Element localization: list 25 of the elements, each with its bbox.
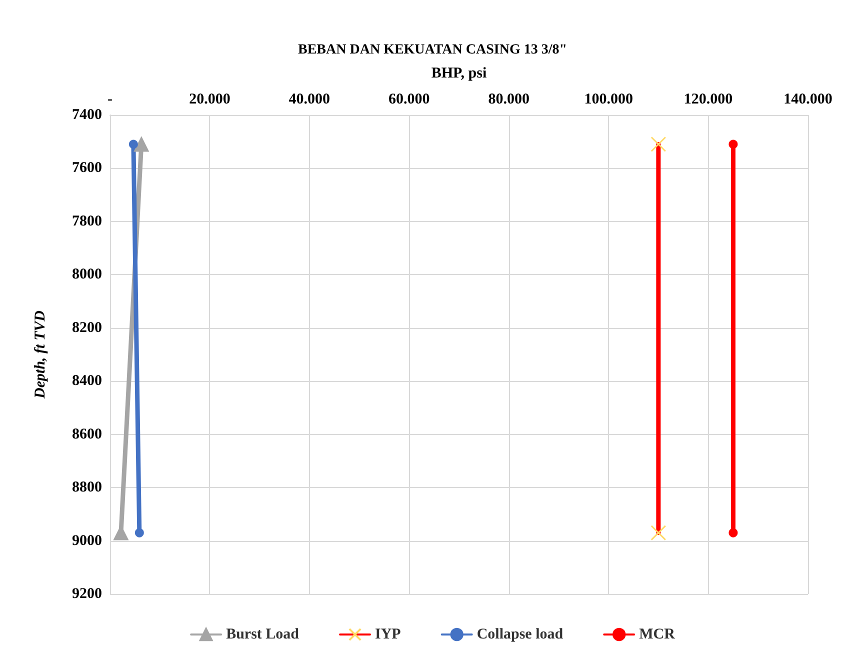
y-tick-label: 9200 — [72, 586, 102, 602]
y-tick-label: 8000 — [72, 266, 102, 283]
y-tick-label: 7600 — [72, 160, 102, 176]
x-tick-label: 140.000 — [784, 92, 832, 108]
x-tick-label: 80.000 — [488, 92, 530, 108]
y-tick-label: 8800 — [72, 480, 102, 496]
y-tick-label: 8600 — [72, 426, 102, 442]
y-axis-title: Depth, ft TVD — [32, 310, 48, 400]
y-tick-label: 8200 — [72, 320, 102, 336]
x-tick-label: 120.000 — [684, 92, 733, 108]
x-axis-title: BHP, psi — [431, 66, 487, 82]
chart-title: BEBAN DAN KEKUATAN CASING 13 3/8" — [298, 42, 568, 58]
legend-label: Burst Load — [226, 626, 300, 642]
x-tick-label: 40.000 — [288, 92, 330, 108]
x-tick-label: 100.000 — [584, 92, 633, 108]
x-tick-label: 60.000 — [388, 92, 430, 108]
x-tick-label: 20.000 — [189, 92, 230, 108]
y-tick-label: 9000 — [72, 532, 102, 549]
legend-label: Collapse load — [476, 626, 564, 642]
y-tick-label: 7800 — [72, 213, 102, 230]
legend-label: MCR — [639, 626, 676, 642]
y-tick-label: 8400 — [72, 373, 102, 390]
legend-label: IYP — [375, 626, 401, 642]
y-tick-label: 7400 — [72, 107, 102, 123]
x-tick-label: - — [108, 92, 112, 108]
